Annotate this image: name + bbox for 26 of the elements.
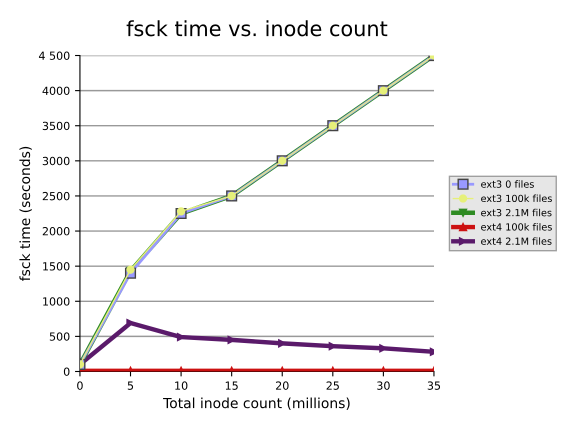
x-tick-label: 0: [77, 381, 83, 390]
legend-label: ext3 100k files: [481, 194, 552, 202]
x-tick-label: 5: [128, 382, 134, 390]
x-tick-label: 10: [175, 381, 188, 390]
y-tick-label: 2000: [42, 227, 70, 236]
x-tick-label: 25: [326, 381, 339, 390]
x-axis-title: Total inode count (millions): [163, 398, 350, 410]
y-tick-label: 1500: [43, 262, 70, 271]
legend-label: ext4 100k files: [481, 223, 552, 231]
legend-label: ext4 2.1M files: [481, 237, 552, 245]
y-tick-label: 0: [64, 367, 70, 376]
legend-label: ext3 2.1M files: [481, 208, 552, 216]
y-tick-label: 2500: [42, 192, 70, 200]
y-tick-label: 4000: [42, 86, 70, 95]
x-tick-label: 35: [428, 381, 440, 390]
chart-title: fsck time vs. inode count: [126, 20, 388, 36]
y-tick-label: 3000: [42, 156, 70, 166]
x-tick-label: 30: [377, 381, 390, 390]
y-tick-label: 4 500: [38, 51, 70, 60]
legend-label: ext3 0 files: [481, 180, 534, 188]
y-tick-label: 3500: [42, 122, 70, 130]
y-axis-title: fsck time (seconds): [19, 146, 32, 281]
x-tick-label: 15: [226, 382, 238, 390]
y-tick-label: 1000: [43, 297, 70, 306]
y-tick-label: 500: [50, 332, 70, 341]
x-tick-label: 20: [276, 381, 289, 390]
